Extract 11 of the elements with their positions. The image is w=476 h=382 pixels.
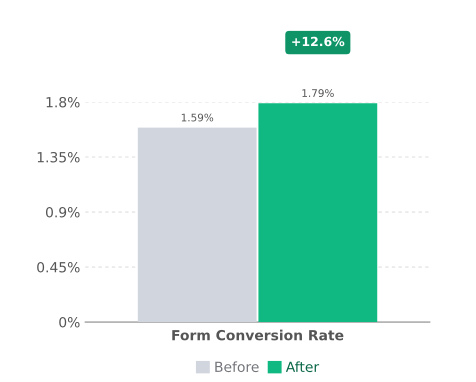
y-tick-label: 1.35% [38,152,80,162]
y-tick-label: 0.45% [37,262,80,272]
y-tick-label: 0.9% [46,206,80,218]
legend-label: Before [215,361,259,372]
x-axis-title: Form Conversion Rate [172,330,344,340]
data-label: 1.79% [302,89,334,98]
text: +12.6% [292,36,344,46]
y-tick-label: 0% [59,316,80,328]
y-tick-label: 1.8% [46,96,80,108]
legend-label: After [286,361,320,372]
data-label: 1.59% [182,114,214,122]
